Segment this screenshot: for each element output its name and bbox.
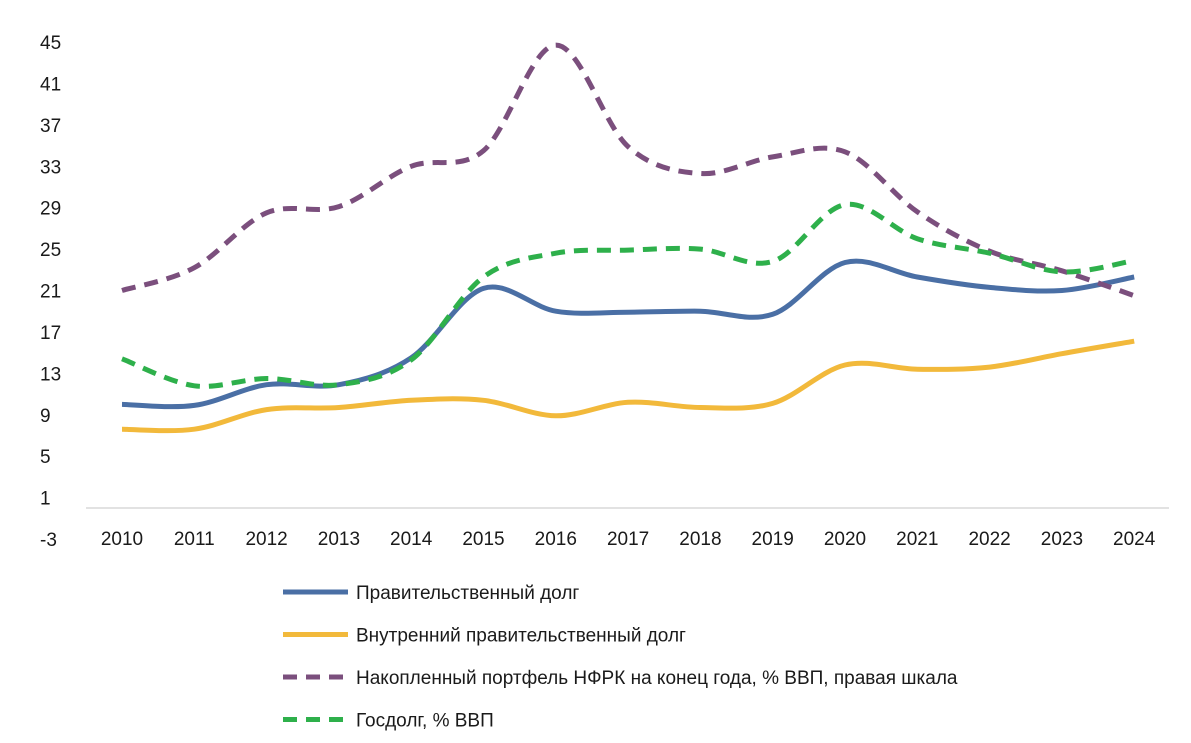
series-line-government-debt bbox=[121, 258, 1135, 410]
x-tick-label: 2014 bbox=[390, 529, 433, 550]
y-tick-label: 41 bbox=[40, 74, 61, 95]
series-layer bbox=[121, 42, 1136, 434]
y-tick-label: 17 bbox=[40, 323, 61, 344]
y-tick-label: 13 bbox=[40, 364, 61, 385]
x-tick-label: 2011 bbox=[174, 529, 215, 550]
legend-label-domestic-government-debt: Внутренний правительственный долг bbox=[356, 626, 686, 647]
y-tick-label: 45 bbox=[40, 33, 61, 54]
series-line-nfrk-portfolio bbox=[121, 42, 1136, 299]
y-axis: 45 41 37 33 29 25 21 17 13 9 5 1 -3 bbox=[40, 33, 61, 551]
x-tick-label: 2017 bbox=[607, 529, 649, 550]
legend: Правительственный долг Внутренний правите… bbox=[283, 583, 958, 732]
y-tick-label: 9 bbox=[40, 406, 51, 427]
x-tick-label: 2015 bbox=[462, 529, 504, 550]
x-tick-label: 2013 bbox=[318, 529, 360, 550]
y-tick-label: 29 bbox=[40, 199, 61, 220]
y-tick-label: 37 bbox=[40, 116, 61, 137]
series-line-domestic-government-debt bbox=[121, 338, 1135, 434]
legend-label-government-debt: Правительственный долг bbox=[356, 583, 579, 604]
y-tick-label: 21 bbox=[40, 282, 61, 303]
y-tick-label: 5 bbox=[40, 447, 51, 468]
x-tick-label: 2024 bbox=[1113, 529, 1156, 550]
legend-label-public-debt-gdp: Госдолг, % ВВП bbox=[356, 711, 494, 732]
x-tick-label: 2022 bbox=[968, 529, 1010, 550]
y-tick-label: 1 bbox=[40, 489, 51, 510]
y-tick-label: -3 bbox=[40, 530, 57, 551]
x-tick-label: 2019 bbox=[752, 529, 794, 550]
y-tick-label: 33 bbox=[40, 157, 61, 178]
x-axis: 2010 2011 2012 2013 2014 2015 2016 2017 2018 2019… bbox=[101, 529, 1156, 550]
y-tick-label: 25 bbox=[40, 240, 61, 261]
x-tick-label: 2018 bbox=[679, 529, 721, 550]
series-line-public-debt-gdp bbox=[121, 201, 1135, 389]
x-tick-label: 2020 bbox=[824, 529, 866, 550]
x-tick-label: 2021 bbox=[896, 529, 938, 550]
legend-label-nfrk-portfolio: Накопленный портфель НФРК на конец года,… bbox=[356, 668, 958, 689]
x-tick-label: 2012 bbox=[245, 529, 287, 550]
x-tick-label: 2016 bbox=[535, 529, 577, 550]
x-tick-label: 2010 bbox=[101, 529, 143, 550]
x-tick-label: 2023 bbox=[1041, 529, 1083, 550]
